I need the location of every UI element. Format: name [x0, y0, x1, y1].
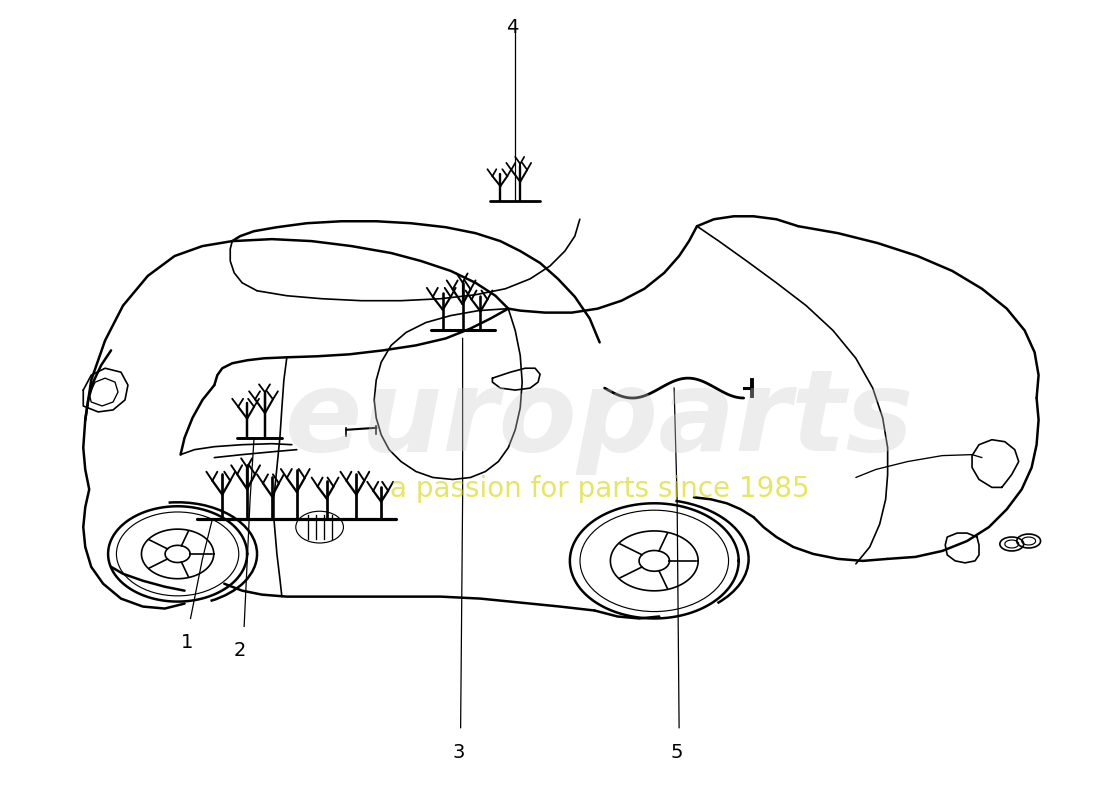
Text: 5: 5 — [671, 742, 683, 762]
Text: 2: 2 — [234, 642, 246, 660]
Text: 1: 1 — [182, 634, 194, 652]
Text: 4: 4 — [506, 18, 518, 37]
Text: a passion for parts since 1985: a passion for parts since 1985 — [389, 475, 810, 503]
Text: europarts: europarts — [285, 364, 914, 475]
Text: 3: 3 — [452, 742, 465, 762]
